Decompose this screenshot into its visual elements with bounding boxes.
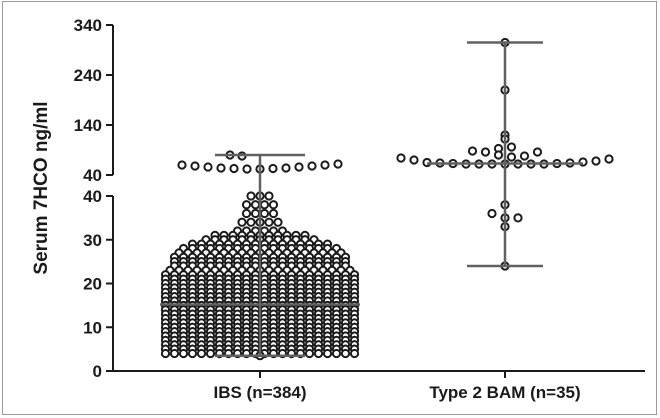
data-point (246, 217, 256, 227)
axis-labels: Serum 7HCO ng/ml 40 140 240 340 0 10 20 30 40 IBS… (31, 16, 581, 402)
data-point (320, 160, 330, 170)
data-point (333, 159, 343, 169)
y-tick-label-lower: 40 (83, 187, 102, 206)
data-point (190, 161, 200, 171)
data-point (487, 208, 497, 219)
y-tick-label-lower: 20 (83, 275, 102, 294)
y-tick-label-upper: 140 (74, 116, 102, 135)
data-point (264, 191, 274, 201)
data-point (259, 200, 270, 210)
data-point (304, 348, 315, 359)
data-point (307, 161, 317, 171)
data-point (177, 160, 187, 170)
data-point (506, 152, 517, 162)
data-point (205, 348, 216, 359)
data-point (242, 164, 252, 174)
data-point (203, 162, 213, 172)
data-point (178, 348, 189, 359)
data-point (281, 163, 291, 173)
summary-lines (160, 41, 583, 357)
data-point (241, 208, 252, 219)
data-point (322, 348, 333, 359)
data-point (187, 348, 198, 359)
data-point (259, 208, 270, 219)
data-point (216, 163, 226, 173)
x-category-label: Type 2 BAM (n=35) (429, 383, 580, 402)
data-point (250, 200, 261, 210)
data-point (268, 208, 279, 219)
data-point (160, 348, 171, 359)
data-point (506, 142, 517, 152)
data-point (331, 348, 342, 359)
y-tick-label-lower: 0 (93, 362, 102, 381)
data-point (313, 348, 324, 359)
data-point (604, 154, 614, 164)
data-point (480, 147, 491, 157)
data-point (409, 155, 419, 165)
data-point (493, 150, 504, 160)
data-point (467, 146, 478, 156)
data-point (396, 153, 406, 163)
data-point (268, 163, 278, 174)
data-point (196, 348, 207, 359)
y-axis-title: Serum 7HCO ng/ml (31, 101, 52, 274)
y-tick-label-upper: 240 (74, 66, 102, 85)
data-point (229, 163, 239, 174)
data-point (294, 162, 304, 172)
data-point (591, 156, 601, 166)
data-point (241, 200, 252, 210)
data-point (273, 217, 283, 227)
data-point (519, 151, 530, 161)
y-tick-label-lower: 10 (83, 318, 102, 337)
data-point (264, 217, 274, 227)
data-point (237, 217, 247, 227)
y-tick-label-upper: 340 (74, 16, 102, 35)
y-tick-label-upper: 40 (83, 166, 102, 185)
data-point (268, 200, 279, 210)
y-tick-label-lower: 30 (83, 231, 102, 250)
data-point (169, 348, 180, 359)
data-point (532, 147, 543, 157)
data-point (513, 213, 523, 223)
data-point (246, 191, 256, 201)
data-point (349, 348, 360, 359)
axes (106, 24, 645, 378)
data-points (160, 37, 614, 361)
data-point (250, 208, 261, 219)
x-category-label: IBS (n=384) (213, 383, 306, 402)
data-point (340, 348, 351, 359)
